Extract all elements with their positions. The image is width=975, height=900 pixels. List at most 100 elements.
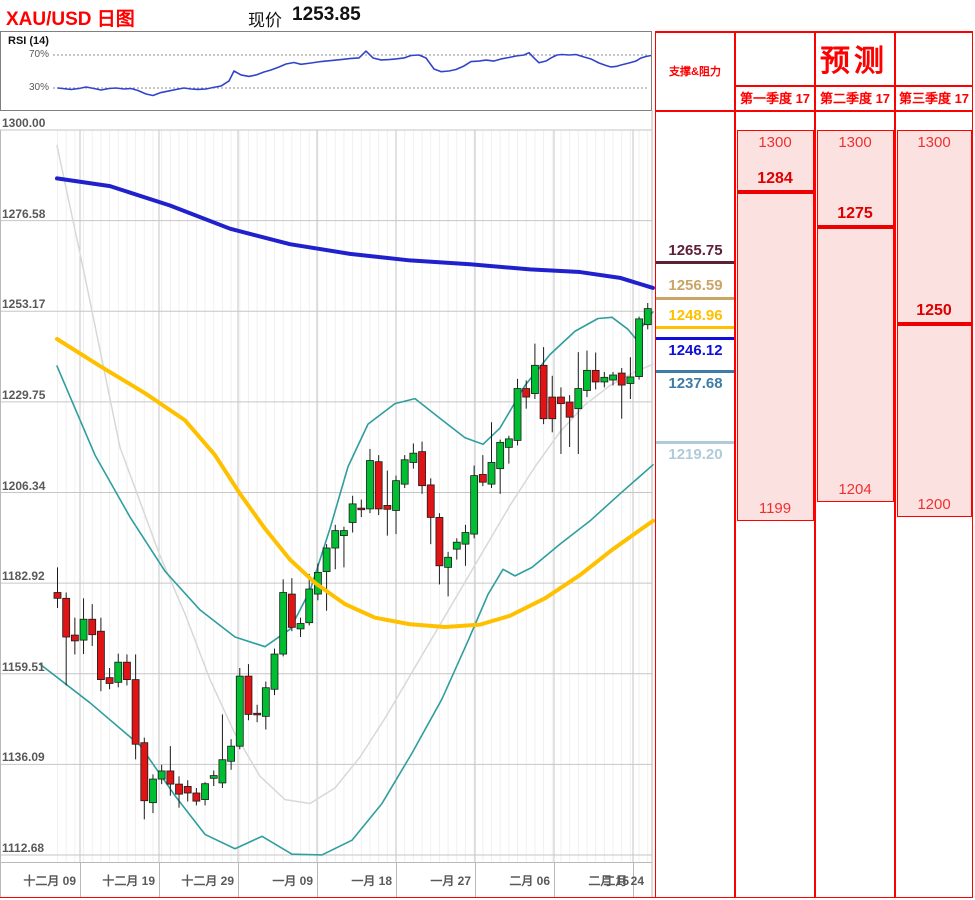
panel-border-q1 xyxy=(734,31,736,897)
candle xyxy=(557,396,565,405)
candle xyxy=(131,679,140,745)
candle xyxy=(105,677,114,684)
candle xyxy=(583,369,591,391)
candle xyxy=(183,786,192,794)
candle xyxy=(287,593,296,628)
candle xyxy=(209,775,218,779)
candle xyxy=(331,530,340,549)
candle xyxy=(418,451,426,487)
x-axis-label: 二月 06 xyxy=(509,874,550,888)
x-axis-label: 十二月 19 xyxy=(102,874,155,888)
candle xyxy=(62,597,71,638)
candle xyxy=(392,480,400,511)
candle xyxy=(626,376,635,384)
y-axis-label: 1253.17 xyxy=(2,297,46,312)
quarter-header-1: 第一季度 17 xyxy=(739,91,811,106)
forecast-low-3: 1200 xyxy=(917,496,951,514)
bottom-border xyxy=(0,896,973,898)
x-axis-separator xyxy=(159,862,160,897)
y-axis-label: 1112.68 xyxy=(2,841,45,855)
candle xyxy=(496,441,505,470)
candle xyxy=(366,460,374,510)
sr-label-1219.20: 1219.20 xyxy=(668,446,723,464)
candle xyxy=(574,388,583,410)
candle xyxy=(374,461,383,510)
y-axis-label: 1300.00 xyxy=(2,116,46,130)
candle xyxy=(565,401,574,418)
panel-border-right xyxy=(971,31,973,897)
sr-line-1219.20 xyxy=(656,441,734,445)
ma-yellow xyxy=(55,337,655,629)
candle xyxy=(461,532,470,545)
candle xyxy=(513,388,522,441)
page-title: XAU/USD 日图 xyxy=(6,9,135,30)
candle xyxy=(149,778,157,804)
sr-label-1248.96: 1248.96 xyxy=(668,306,723,324)
sr-line-1256.59 xyxy=(656,296,734,300)
sr-line-1246.12 xyxy=(656,337,734,341)
sr-label-1265.75: 1265.75 xyxy=(668,241,723,259)
x-axis-label: 二月 24 xyxy=(603,874,644,888)
candle xyxy=(322,547,331,573)
candle xyxy=(357,507,366,511)
forecast-key-3: 1250 xyxy=(916,301,952,319)
candle xyxy=(452,541,461,550)
forecast-title-underline xyxy=(734,85,972,87)
lower-band-teal xyxy=(39,463,654,856)
candle xyxy=(140,742,149,802)
forecast-key-line-1 xyxy=(736,189,814,194)
rsi-panel: RSI (14) 70% 30% xyxy=(0,31,652,111)
candle xyxy=(409,452,418,463)
candle xyxy=(504,438,513,448)
x-axis-separator xyxy=(317,862,318,897)
candle xyxy=(270,653,279,690)
y-axis-label: 1136.09 xyxy=(2,750,45,765)
x-axis-label: 一月 09 xyxy=(272,874,313,888)
ma-blue xyxy=(55,176,655,290)
sr-label-1246.12: 1246.12 xyxy=(668,342,723,360)
current-price-label: 现价 xyxy=(248,11,282,30)
candle xyxy=(487,462,496,485)
candle xyxy=(643,308,652,326)
quarter-header-2: 第二季度 17 xyxy=(819,91,891,106)
candle xyxy=(157,770,166,780)
candle xyxy=(383,505,392,510)
candle xyxy=(340,530,348,537)
rsi-70-label: 70% xyxy=(28,49,49,60)
x-axis-label: 二月 15 xyxy=(588,874,629,888)
forecast-title: 预测 xyxy=(820,45,888,78)
forecast-high-1: 1300 xyxy=(758,134,792,151)
x-axis-separator xyxy=(238,862,239,897)
sr-line-1265.75 xyxy=(656,261,734,265)
rsi-30-label: 30% xyxy=(28,82,49,93)
candle xyxy=(296,623,305,630)
forecast-low-2: 1204 xyxy=(838,480,872,498)
panel-border-top xyxy=(654,31,973,33)
header-row-underline xyxy=(654,110,973,112)
candle xyxy=(253,712,262,716)
quarter-header-3: 第三季度 17 xyxy=(898,91,970,106)
candle xyxy=(70,634,79,642)
forecast-key-1: 1284 xyxy=(757,169,793,187)
forecast-key-line-2 xyxy=(816,224,894,229)
panel-border-left xyxy=(654,31,656,897)
candle xyxy=(97,630,105,680)
candle xyxy=(635,318,643,377)
x-axis-label: 十二月 09 xyxy=(23,874,76,888)
candle xyxy=(175,783,183,795)
candle xyxy=(539,364,548,420)
middle-band-gray xyxy=(56,144,654,805)
y-axis-label: 1182.92 xyxy=(2,569,45,584)
y-axis-label: 1159.51 xyxy=(2,659,45,674)
candle xyxy=(609,374,617,381)
x-axis-separator xyxy=(554,862,555,897)
forecast-low-1: 1199 xyxy=(758,499,792,517)
x-axis-separator xyxy=(396,862,397,897)
candle xyxy=(522,388,531,398)
candle xyxy=(235,675,244,747)
candle xyxy=(600,376,609,383)
current-price-value: 1253.85 xyxy=(292,4,361,25)
forecast-range-box-1 xyxy=(736,130,814,521)
